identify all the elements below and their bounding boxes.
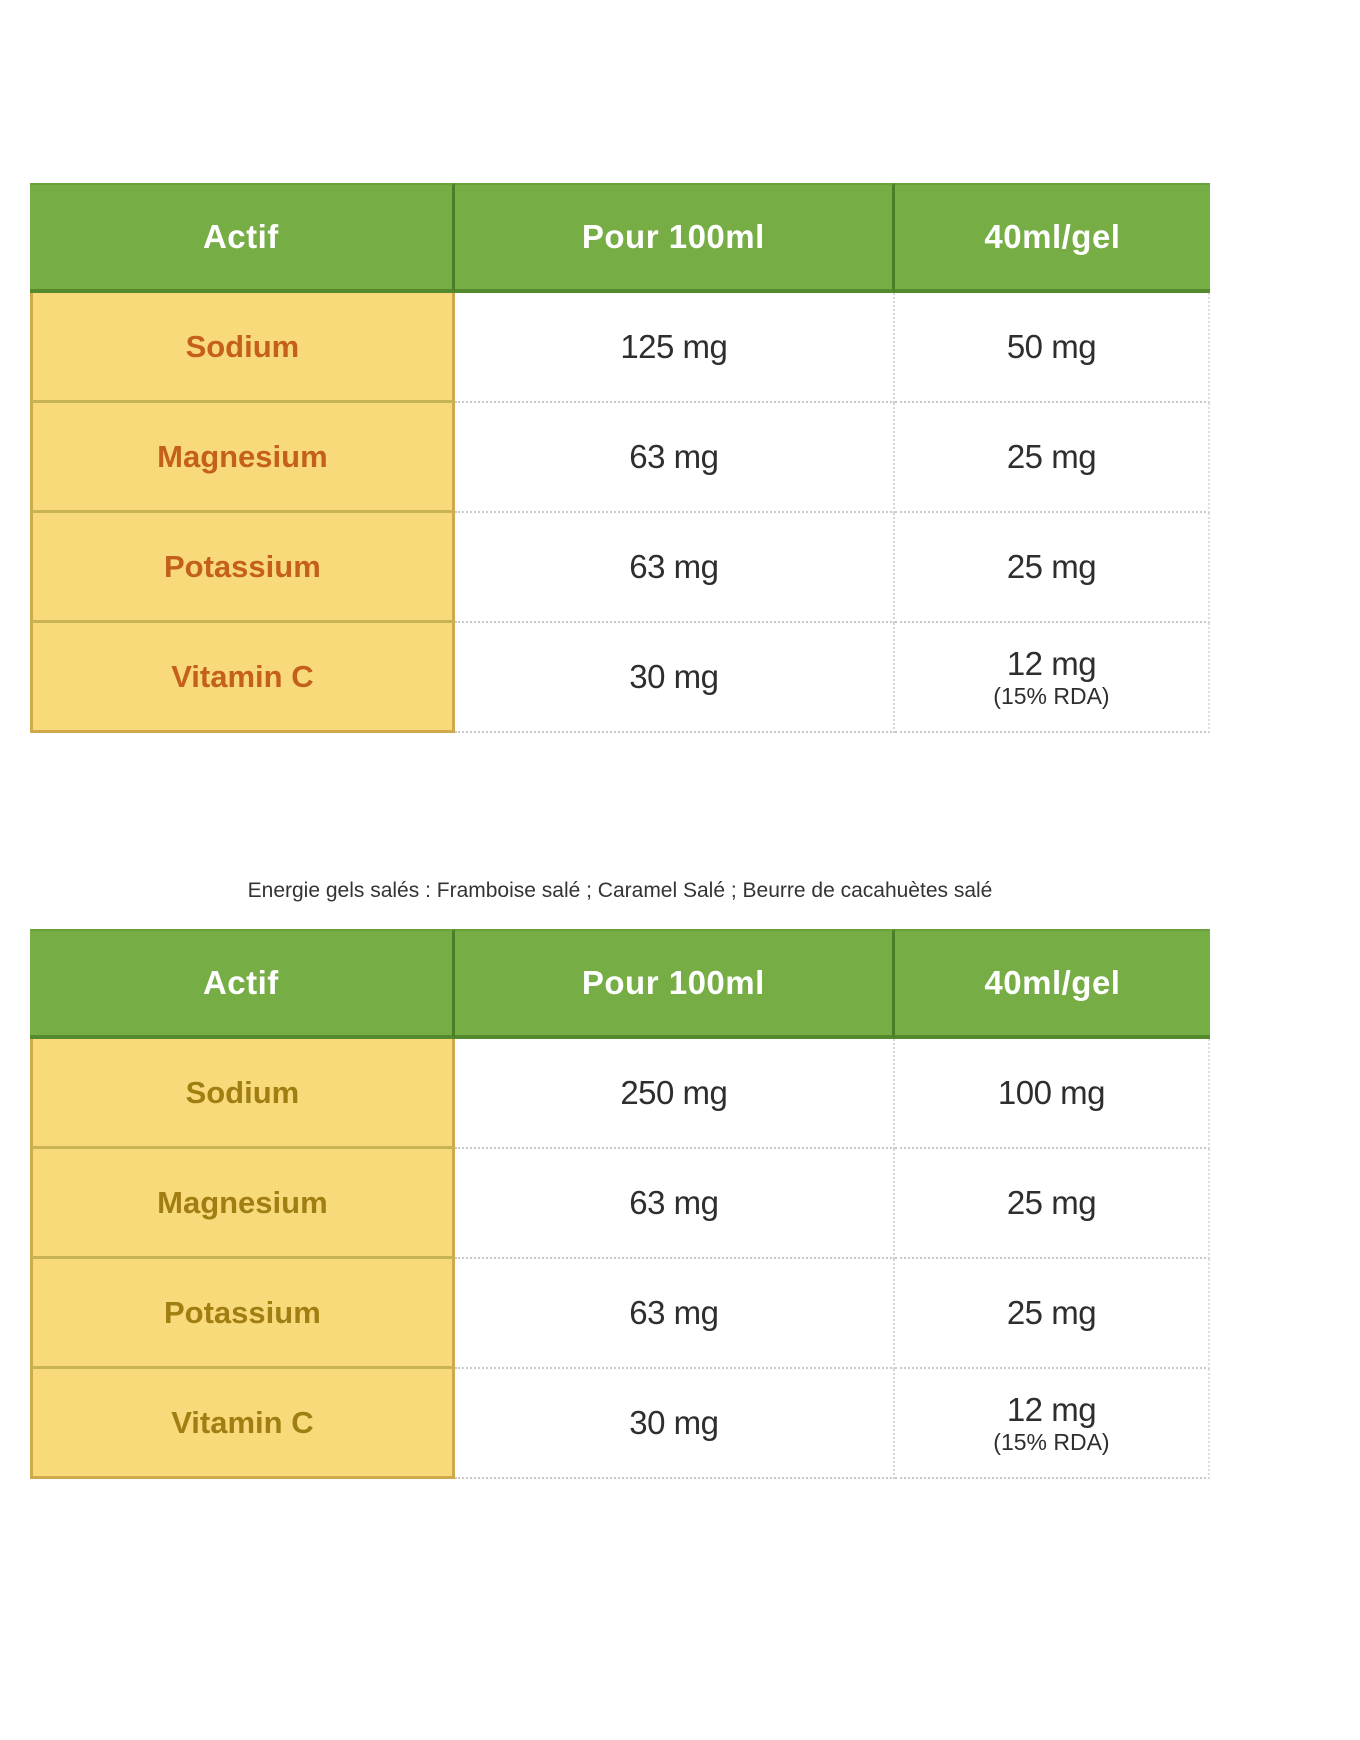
table-row: Magnesium 63 mg 25 mg [30,1149,1210,1259]
nutrient-label-cell: Vitamin C [30,623,455,733]
per-100ml-cell: 63 mg [454,403,895,513]
nutrient-label-cell: Potassium [30,513,455,623]
table-row: Magnesium 63 mg 25 mg [30,403,1210,513]
nutrient-label-cell: Sodium [30,293,455,403]
per-100ml-cell: 63 mg [454,1259,895,1369]
salty-gels-caption: Energie gels salés : Framboise salé ; Ca… [247,879,993,902]
header-cell-40ml-gel: 40ml/gel [894,929,1210,1039]
per-100ml-cell: 125 mg [454,293,895,403]
table-row: Vitamin C 30 mg 12 mg (15% RDA) [30,623,1210,733]
per-gel-cell: 100 mg [894,1039,1210,1149]
per-gel-cell: 12 mg (15% RDA) [894,1369,1210,1479]
per-100ml-cell: 63 mg [454,513,895,623]
per-100ml-cell: 30 mg [454,1369,895,1479]
rda-note: (15% RDA) [993,1429,1110,1455]
nutrition-table-salty-gels: Actif Pour 100ml 40ml/gel Sodium 250 mg … [30,929,1210,1479]
per-100ml-cell: 30 mg [454,623,895,733]
nutrient-label-cell: Potassium [30,1259,455,1369]
nutrient-label-cell: Sodium [30,1039,455,1149]
per-100ml-cell: 250 mg [454,1039,895,1149]
per-gel-cell: 25 mg [894,1259,1210,1369]
per-gel-cell: 25 mg [894,513,1210,623]
table-row: Sodium 125 mg 50 mg [30,293,1210,403]
per-gel-value: 12 mg [1006,1391,1097,1428]
table-header-row: Actif Pour 100ml 40ml/gel [30,183,1210,293]
nutrient-label-cell: Magnesium [30,403,455,513]
header-cell-actif: Actif [30,183,455,293]
nutrition-table-sweet-gels: Actif Pour 100ml 40ml/gel Sodium 125 mg … [30,183,1210,733]
header-cell-40ml-gel: 40ml/gel [894,183,1210,293]
table-header-row: Actif Pour 100ml 40ml/gel [30,929,1210,1039]
header-cell-pour-100ml: Pour 100ml [454,183,895,293]
table-row: Potassium 63 mg 25 mg [30,1259,1210,1369]
rda-note: (15% RDA) [993,683,1110,709]
header-cell-actif: Actif [30,929,455,1039]
per-gel-cell: 50 mg [894,293,1210,403]
nutrient-label-cell: Magnesium [30,1149,455,1259]
per-gel-cell: 25 mg [894,403,1210,513]
table-row: Potassium 63 mg 25 mg [30,513,1210,623]
table-row: Vitamin C 30 mg 12 mg (15% RDA) [30,1369,1210,1479]
nutrient-label-cell: Vitamin C [30,1369,455,1479]
per-gel-cell: 12 mg (15% RDA) [894,623,1210,733]
per-gel-value: 12 mg [1006,645,1097,682]
table-row: Sodium 250 mg 100 mg [30,1039,1210,1149]
per-gel-cell: 25 mg [894,1149,1210,1259]
header-cell-pour-100ml: Pour 100ml [454,929,895,1039]
per-100ml-cell: 63 mg [454,1149,895,1259]
